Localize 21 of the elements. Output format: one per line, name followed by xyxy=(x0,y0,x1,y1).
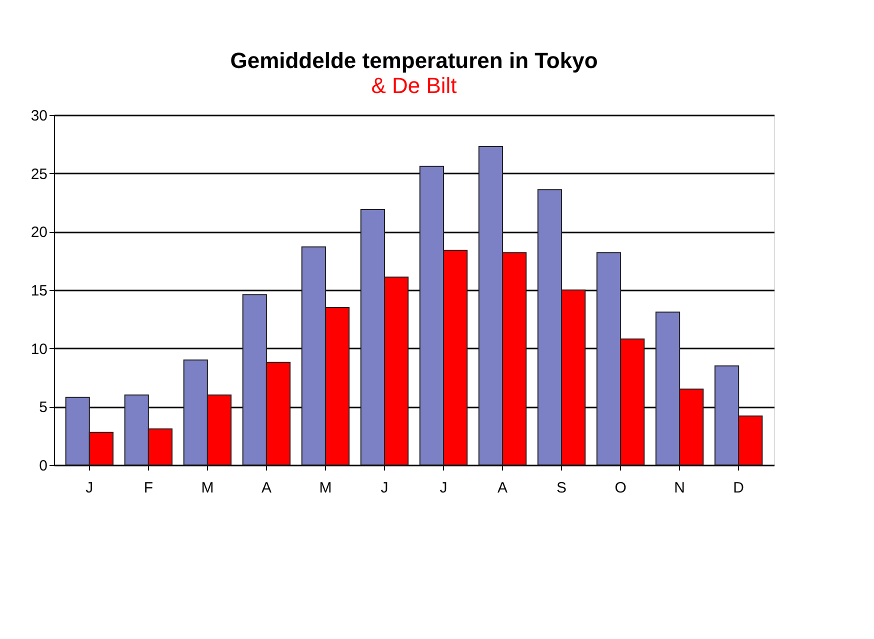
y-tick-label: 5 xyxy=(39,399,48,416)
x-tick-label: F xyxy=(144,480,154,496)
chart-subtitle: & De Bilt xyxy=(371,73,457,98)
x-tick-label: O xyxy=(614,480,626,496)
y-tick-label: 15 xyxy=(30,282,48,300)
y-tick-label: 25 xyxy=(30,166,48,183)
y-tick-label: 30 xyxy=(30,108,48,124)
chart-title: Gemiddelde temperaturen in Tokyo xyxy=(230,48,598,73)
x-tick-label: A xyxy=(498,480,508,496)
x-tick-label: J xyxy=(440,480,448,496)
x-tick-label: S xyxy=(556,480,567,496)
x-tick-label: J xyxy=(380,480,388,496)
x-tick-label: D xyxy=(733,480,744,496)
x-tick-label: A xyxy=(261,480,272,496)
y-tick-label: 20 xyxy=(30,224,48,242)
y-tick-label: 0 xyxy=(39,458,48,474)
x-tick-label: M xyxy=(201,480,214,496)
x-tick-label: M xyxy=(319,480,332,496)
x-tick-label: J xyxy=(86,480,94,496)
x-tick-label: N xyxy=(674,480,685,496)
y-tick-label: 10 xyxy=(30,340,48,358)
